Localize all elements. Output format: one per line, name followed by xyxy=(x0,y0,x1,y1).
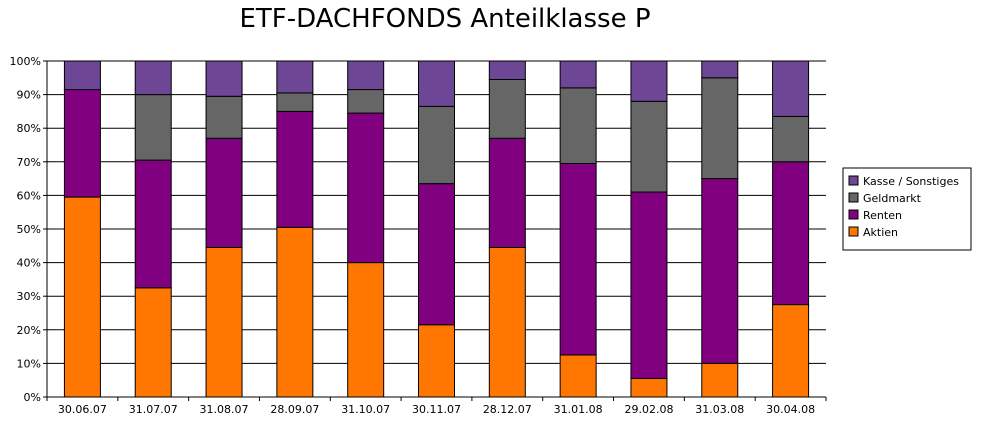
bar-segment-renten xyxy=(134,159,172,289)
bar-segment-aktien xyxy=(134,287,172,398)
bar-segment-kasse-sonstiges xyxy=(772,60,810,117)
bar-segment-kasse-sonstiges xyxy=(418,60,455,107)
x-tick-label: 30.06.07 xyxy=(58,403,107,416)
legend-swatch xyxy=(848,226,859,237)
bar-segment-kasse-sonstiges xyxy=(134,60,172,96)
chart-title: ETF-DACHFONDS Anteilklasse P xyxy=(239,4,651,34)
bar-segment-renten xyxy=(701,178,739,364)
bar-segment-aktien xyxy=(701,362,739,398)
bar-segment-kasse-sonstiges xyxy=(63,60,101,91)
y-tick-label: 50% xyxy=(17,223,41,236)
bar-segment-geldmarkt xyxy=(559,87,597,164)
bar-segment-kasse-sonstiges xyxy=(488,60,526,80)
y-tick-label: 100% xyxy=(10,55,41,68)
bar-segment-geldmarkt xyxy=(701,77,739,180)
bar-segment-kasse-sonstiges xyxy=(276,60,314,94)
x-tick-label: 30.11.07 xyxy=(412,403,461,416)
legend-label: Kasse / Sonstiges xyxy=(863,175,959,188)
legend-label: Geldmarkt xyxy=(863,192,922,205)
legend-swatch xyxy=(848,175,859,186)
x-tick-label: 31.08.07 xyxy=(200,403,249,416)
bar-segment-aktien xyxy=(772,304,810,398)
bar-segment-renten xyxy=(559,162,597,356)
y-tick-label: 90% xyxy=(17,89,41,102)
y-tick-label: 10% xyxy=(17,357,41,370)
legend-label: Aktien xyxy=(863,226,898,239)
x-tick-label: 28.09.07 xyxy=(270,403,319,416)
bar-segment-geldmarkt xyxy=(134,94,172,161)
bar-segment-aktien xyxy=(347,262,385,398)
legend-box xyxy=(842,167,972,251)
bar-segment-geldmarkt xyxy=(347,89,385,114)
bar-segment-geldmarkt xyxy=(205,95,243,139)
legend-label: Renten xyxy=(863,209,902,222)
bar-segment-kasse-sonstiges xyxy=(347,60,385,91)
y-tick-label: 20% xyxy=(17,324,41,337)
bar-segment-renten xyxy=(772,161,810,306)
x-tick-label: 28.12.07 xyxy=(483,403,532,416)
bar-segment-geldmarkt xyxy=(772,115,810,163)
bar-segment-kasse-sonstiges xyxy=(205,60,243,97)
bar-segment-renten xyxy=(63,89,101,198)
y-tick-label: 80% xyxy=(17,122,41,135)
bar-segment-kasse-sonstiges xyxy=(701,60,739,79)
x-tick-label: 31.07.07 xyxy=(129,403,178,416)
bar-segment-geldmarkt xyxy=(630,100,668,193)
x-tick-label: 29.02.08 xyxy=(624,403,673,416)
y-tick-label: 70% xyxy=(17,156,41,169)
x-tick-label: 31.10.07 xyxy=(341,403,390,416)
bars xyxy=(63,60,810,398)
bar-segment-aktien xyxy=(205,246,243,398)
bar-segment-renten xyxy=(488,137,526,248)
legend-swatch xyxy=(848,192,859,203)
y-axis-ticks: 0% 10% 20% 30% 40% 50% 60% 70% 80% 90% 100% xyxy=(10,55,47,404)
bar-segment-renten xyxy=(205,137,243,248)
bar-segment-kasse-sonstiges xyxy=(630,60,668,102)
axes xyxy=(46,61,826,398)
y-tick-label: 0% xyxy=(24,391,41,404)
bar-segment-geldmarkt xyxy=(488,78,526,139)
x-tick-label: 30.04.08 xyxy=(766,403,815,416)
bar-segment-aktien xyxy=(488,246,526,398)
bar-segment-aktien xyxy=(418,324,455,398)
bar-segment-geldmarkt xyxy=(418,105,455,185)
bar-segment-aktien xyxy=(630,378,668,398)
bar-segment-renten xyxy=(347,112,385,264)
legend: Kasse / Sonstiges Geldmarkt Renten Aktien xyxy=(842,167,972,251)
bar-segment-kasse-sonstiges xyxy=(559,60,597,89)
y-tick-label: 40% xyxy=(17,257,41,270)
x-tick-label: 31.01.08 xyxy=(554,403,603,416)
y-tick-label: 30% xyxy=(17,290,41,303)
bar-segment-renten xyxy=(276,110,314,228)
y-tick-label: 60% xyxy=(17,189,41,202)
bar-segment-aktien xyxy=(559,354,597,398)
bar-segment-aktien xyxy=(63,196,101,398)
bar-segment-aktien xyxy=(276,226,314,398)
legend-swatch xyxy=(848,209,859,220)
x-axis-ticks: 30.06.07 31.07.07 31.08.07 28.09.07 31.10.07… xyxy=(46,397,827,416)
bar-segment-renten xyxy=(418,183,455,326)
bar-segment-geldmarkt xyxy=(276,92,314,112)
x-tick-label: 31.03.08 xyxy=(695,403,744,416)
bar-segment-renten xyxy=(630,191,668,380)
